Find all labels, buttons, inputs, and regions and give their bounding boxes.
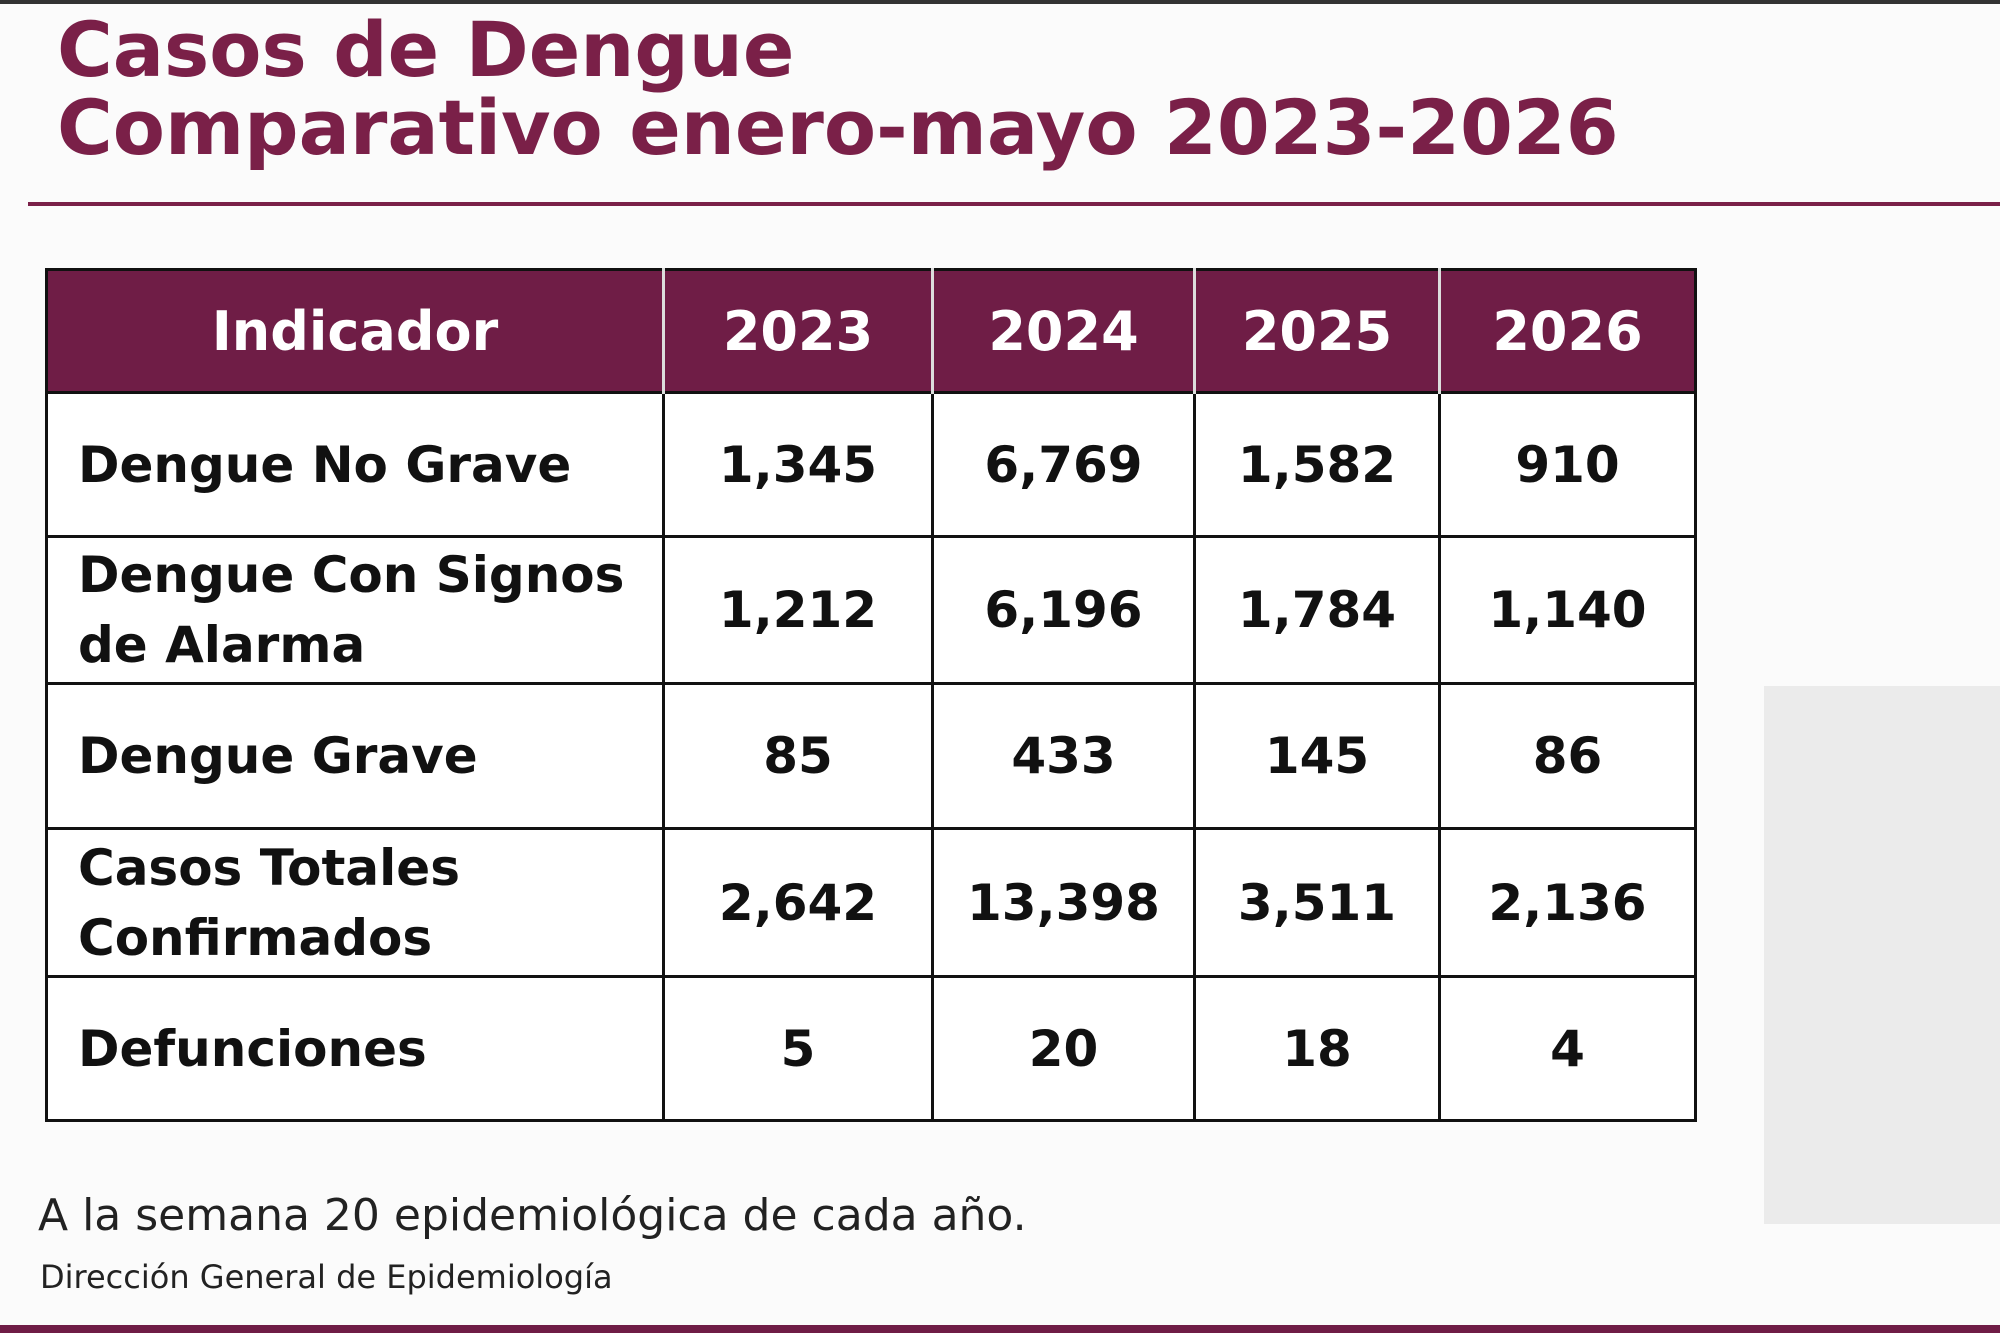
value-cell: 6,196 [931,535,1196,685]
value-cell: 20 [931,975,1196,1122]
title-rule [28,202,2000,206]
value-cell: 1,140 [1438,535,1697,685]
value-cell: 85 [662,682,934,830]
value-cell: 18 [1193,975,1441,1122]
indicator-cell: Dengue Con Signos de Alarma [45,535,665,685]
value-cell: 1,345 [662,391,934,538]
value-cell: 910 [1438,391,1697,538]
footnote: A la semana 20 epidemiológica de cada añ… [38,1190,1027,1241]
value-cell: 86 [1438,682,1697,830]
column-header: 2024 [931,269,1195,393]
value-cell: 1,212 [662,535,934,685]
table-row: Dengue No Grave 1,345 6,769 1,582 910 [45,391,1697,538]
column-header: 2025 [1193,269,1440,393]
column-header: 2023 [662,269,933,393]
value-cell: 6,769 [931,391,1196,538]
value-cell: 5 [662,975,934,1122]
column-header: 2026 [1438,269,1696,393]
table-row: Casos Totales Confirmados 2,642 13,398 3,51… [45,827,1697,978]
title-line: Comparativo enero-mayo 2023-2026 [57,83,1619,172]
column-header: Indicador [46,269,664,393]
value-cell: 2,136 [1438,827,1697,978]
value-cell: 4 [1438,975,1697,1122]
value-cell: 433 [931,682,1196,830]
value-cell: 3,511 [1193,827,1441,978]
value-cell: 145 [1193,682,1441,830]
table-row: Defunciones 5 20 18 4 [45,975,1697,1122]
table-row: Dengue Con Signos de Alarma 1,212 6,196 1,7… [45,535,1697,685]
header-row: Indicador 2023 2024 2025 2026 [46,269,1696,393]
top-border [0,0,2000,4]
indicator-cell: Dengue Grave [45,682,665,830]
value-cell: 1,582 [1193,391,1441,538]
value-cell: 2,642 [662,827,934,978]
table-row: Dengue Grave 85 433 145 86 [45,682,1697,830]
gray-panel [1764,686,2000,1224]
bottom-border [0,1325,2000,1333]
data-table: Indicador 2023 2024 2025 2026 Dengue No Grav… [45,268,1697,1122]
source: Dirección General de Epidemiología [40,1258,613,1296]
value-cell: 13,398 [931,827,1196,978]
value-cell: 1,784 [1193,535,1441,685]
indicator-cell: Dengue No Grave [45,391,665,538]
indicator-cell: Casos Totales Confirmados [45,827,665,978]
indicator-cell: Defunciones [45,975,665,1122]
title-line: Casos de Dengue [57,5,795,94]
